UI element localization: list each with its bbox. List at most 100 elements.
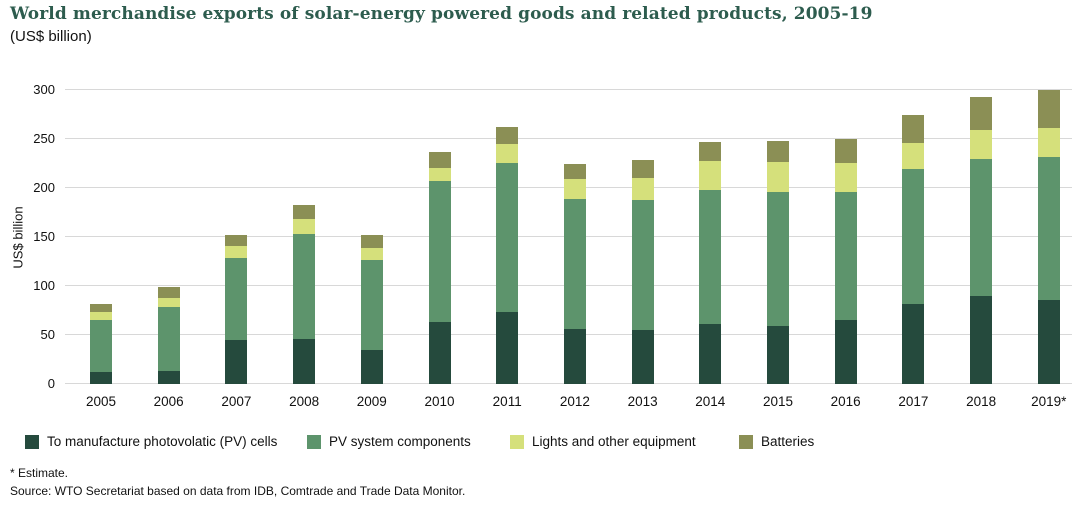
bar-2018 xyxy=(970,96,993,384)
y-tick-label-50: 50 xyxy=(40,327,55,342)
bar-segment xyxy=(1037,156,1060,300)
legend-label: PV system components xyxy=(329,434,471,449)
bar-segment xyxy=(902,169,925,304)
legend-swatch xyxy=(25,434,39,449)
bar-segment xyxy=(90,372,112,384)
x-tick-label-2018: 2018 xyxy=(966,394,997,409)
bar-segment xyxy=(1037,299,1060,384)
bar-segment xyxy=(293,204,316,220)
bar-segment xyxy=(834,139,857,163)
bar-segment xyxy=(90,320,112,373)
y-tick-label-100: 100 xyxy=(33,278,55,293)
bar-2009 xyxy=(360,235,383,384)
bar-segment xyxy=(902,142,925,170)
bar-segment xyxy=(631,199,654,331)
bar-2013 xyxy=(631,159,654,384)
bar-segment xyxy=(970,96,993,131)
x-tick-label-2008: 2008 xyxy=(289,394,320,409)
bar-segment xyxy=(631,330,654,384)
bar-segment xyxy=(563,179,586,199)
legend-swatch xyxy=(739,434,753,449)
bar-segment xyxy=(767,140,789,162)
bar-segment xyxy=(157,371,180,384)
bar-segment xyxy=(699,189,722,325)
bar-segment xyxy=(90,303,112,312)
bar-2019 xyxy=(1037,90,1060,384)
legend-item: Lights and other equipment xyxy=(510,434,696,449)
legend-swatch xyxy=(307,434,321,449)
bar-segment xyxy=(563,198,586,330)
bar-segment xyxy=(970,295,993,384)
legend: To manufacture photovolatic (PV) cells PV… xyxy=(0,434,1080,454)
bar-2005 xyxy=(90,303,112,384)
chart-title: World merchandise exports of solar-energ… xyxy=(10,4,873,24)
bar-2010 xyxy=(428,151,451,384)
bar-segment xyxy=(902,114,925,143)
x-tick-label-2015: 2015 xyxy=(762,394,794,409)
legend-label: Lights and other equipment xyxy=(532,434,696,449)
bar-2012 xyxy=(563,163,586,384)
x-tick-label-2012: 2012 xyxy=(559,394,590,409)
x-tick-label-2017: 2017 xyxy=(898,394,929,409)
bar-segment xyxy=(225,245,248,258)
bar-segment xyxy=(631,159,654,179)
bar-2017 xyxy=(902,114,925,384)
bar-segment xyxy=(1037,90,1060,129)
x-tick-label-2005: 2005 xyxy=(85,394,117,409)
bar-segment xyxy=(699,324,722,384)
x-tick-label-2019: 2019* xyxy=(1031,394,1067,409)
x-tick-label-2009: 2009 xyxy=(356,394,387,409)
bar-segment xyxy=(834,191,857,321)
x-tick-label-2007: 2007 xyxy=(221,394,252,409)
legend-label: Batteries xyxy=(761,434,815,449)
bar-segment xyxy=(360,349,383,384)
bar-segment xyxy=(428,322,451,384)
x-tick-label-2011: 2011 xyxy=(492,394,522,409)
bar-segment xyxy=(631,178,654,200)
bar-segment xyxy=(970,130,993,159)
x-tick-label-2006: 2006 xyxy=(153,394,184,409)
bar-segment xyxy=(767,326,789,384)
x-tick-label-2016: 2016 xyxy=(830,394,861,409)
y-tick-label-300: 300 xyxy=(33,82,55,97)
bar-segment xyxy=(90,311,112,321)
y-tick-label-200: 200 xyxy=(33,180,55,195)
y-tick-label-0: 0 xyxy=(47,376,55,391)
bar-segment xyxy=(699,141,722,161)
bar-segment xyxy=(563,163,586,180)
bar-segment xyxy=(496,162,519,313)
legend-label: To manufacture photovolatic (PV) cells xyxy=(47,434,278,449)
bar-segment xyxy=(225,257,248,340)
gridline-250 xyxy=(65,138,1072,139)
bar-2008 xyxy=(293,204,316,384)
bar-segment xyxy=(834,320,857,384)
bar-2006 xyxy=(157,287,180,384)
x-tick-label-2010: 2010 xyxy=(424,394,455,409)
bar-segment xyxy=(225,235,248,246)
bar-segment xyxy=(293,234,316,339)
x-tick-label-2013: 2013 xyxy=(627,394,658,409)
bar-segment xyxy=(428,151,451,169)
plot-area xyxy=(65,89,1072,384)
bar-segment xyxy=(428,168,451,182)
bar-2011 xyxy=(496,127,519,384)
bar-segment xyxy=(157,287,180,298)
bar-segment xyxy=(699,160,722,190)
legend-swatch xyxy=(510,434,524,449)
bar-segment xyxy=(360,259,383,350)
bar-2007 xyxy=(225,235,248,384)
bar-segment xyxy=(225,339,248,384)
legend-item: PV system components xyxy=(307,434,471,449)
bar-segment xyxy=(767,161,789,192)
bar-segment xyxy=(767,191,789,327)
bar-segment xyxy=(496,312,519,384)
bar-segment xyxy=(1037,128,1060,157)
bar-segment xyxy=(970,158,993,296)
bar-segment xyxy=(157,297,180,307)
bar-segment xyxy=(360,247,383,260)
bar-segment xyxy=(496,143,519,163)
chart-subtitle: (US$ billion) xyxy=(10,28,92,45)
y-tick-label-250: 250 xyxy=(33,131,55,146)
bar-segment xyxy=(902,303,925,384)
